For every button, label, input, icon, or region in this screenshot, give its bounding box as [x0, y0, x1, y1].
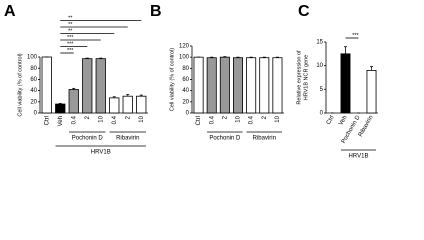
group-label: Ribavirin	[253, 136, 276, 142]
y-axis-label: HRV1B NCR gene	[303, 55, 309, 100]
bar	[259, 57, 270, 114]
y-tick-label: 40	[30, 88, 37, 94]
significance-label: ***	[67, 41, 74, 47]
y-tick-label: 15	[316, 40, 323, 46]
bar	[95, 58, 106, 114]
significance-label: **	[68, 22, 73, 28]
y-tick-label: 0	[186, 111, 190, 117]
x-tick-label: 10	[98, 115, 104, 122]
y-tick-label: 120	[179, 44, 190, 50]
y-axis-label: Cell viability (% of control)	[169, 48, 175, 111]
x-tick-label: 2	[262, 115, 268, 119]
y-tick-label: 40	[182, 88, 189, 94]
x-tick-label: 2	[85, 115, 91, 119]
y-tick-label: 10	[316, 63, 323, 69]
y-tick-label: 100	[179, 55, 190, 61]
bar	[206, 57, 217, 114]
significance-label: ***	[352, 33, 359, 39]
y-tick-label: 20	[30, 99, 37, 105]
group-label: Pochonin D	[209, 136, 241, 142]
y-axis-label: Cell viability (% of control)	[17, 53, 23, 116]
group-label: HRV1B	[349, 154, 369, 160]
x-tick-label: 0.4	[112, 115, 118, 124]
panel-label: C	[298, 3, 310, 20]
x-tick-label: 10	[275, 115, 281, 122]
significance-label: **	[68, 28, 73, 34]
x-tick-label: 10	[236, 115, 242, 122]
group-label: Pochonin D	[72, 136, 104, 142]
x-tick-label: Ctrl	[44, 116, 50, 125]
y-tick-label: 80	[182, 66, 189, 72]
y-tick-label: 60	[182, 77, 189, 83]
x-tick-label: 2	[222, 115, 228, 119]
bar	[122, 95, 133, 114]
significance-label: ***	[67, 35, 74, 41]
y-tick-label: 0	[320, 111, 324, 117]
bar	[232, 57, 243, 114]
bar	[219, 56, 230, 114]
y-tick-label: 0	[34, 111, 38, 117]
panel-label: B	[150, 3, 162, 20]
y-tick-label: 60	[30, 77, 37, 83]
bar	[193, 56, 204, 114]
bar	[136, 95, 147, 114]
x-tick-label: 10	[139, 115, 145, 122]
group-label: HRV1B	[91, 150, 111, 156]
x-tick-label: 0.4	[249, 115, 255, 124]
bar	[55, 103, 66, 114]
bar	[246, 57, 257, 114]
x-tick-label: 0.4	[71, 115, 77, 124]
significance-label: ***	[67, 48, 74, 54]
significance-label: **	[68, 15, 73, 21]
bar	[68, 89, 79, 114]
group-label: Ribavirin	[116, 136, 139, 142]
panel-label: A	[4, 3, 16, 20]
x-tick-label: Veh	[58, 116, 64, 126]
y-axis-label: Relative expression of	[296, 50, 302, 105]
bar	[340, 53, 351, 114]
bar	[272, 57, 283, 114]
bar	[109, 97, 120, 114]
x-tick-label: 2	[125, 115, 131, 119]
x-tick-label: Ctrl	[326, 115, 336, 126]
bar	[41, 56, 52, 114]
x-tick-label: Veh	[338, 115, 348, 127]
bar	[366, 70, 377, 114]
y-tick-label: 80	[30, 66, 37, 72]
y-tick-label: 100	[27, 55, 38, 61]
x-tick-label: Ctrl	[196, 116, 202, 125]
x-tick-label: 0.4	[209, 115, 215, 124]
bar	[82, 58, 93, 114]
y-tick-label: 20	[182, 99, 189, 105]
y-tick-label: 5	[320, 87, 324, 93]
